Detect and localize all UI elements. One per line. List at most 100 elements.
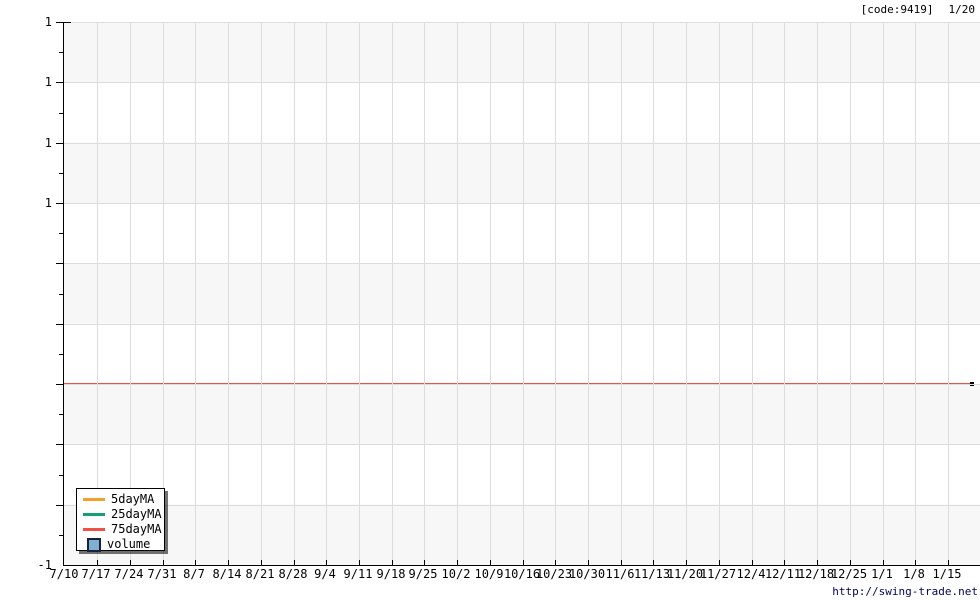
legend-line-swatch <box>83 528 105 531</box>
x-tick-label: 1/15 <box>932 567 962 581</box>
x-tick-label: 10/9 <box>474 567 504 581</box>
stock-code-label: [code:9419] <box>860 3 934 16</box>
x-tick-label: 11/6 <box>605 567 635 581</box>
x-tick <box>326 560 327 565</box>
x-tick <box>294 560 295 565</box>
v-gridline <box>588 22 589 565</box>
x-tick <box>719 560 720 565</box>
x-tick <box>948 560 949 565</box>
x-tick <box>261 560 262 565</box>
v-gridline <box>294 22 295 565</box>
y-tick-label: 1 <box>44 15 52 29</box>
v-gridline <box>850 22 851 565</box>
x-tick-label: 7/31 <box>147 567 177 581</box>
chart-date-label: 1/20 <box>948 3 976 16</box>
legend-item: 75dayMA <box>77 522 164 537</box>
legend-item: 5dayMA <box>77 492 164 507</box>
x-tick <box>359 560 360 565</box>
x-tick <box>621 560 622 565</box>
x-tick <box>752 560 753 565</box>
y-minor-tick <box>59 535 64 536</box>
x-tick-label: 11/13 <box>633 567 671 581</box>
h-gridline <box>64 384 980 385</box>
y-minor-tick <box>59 354 64 355</box>
x-tick-label: 12/18 <box>797 567 835 581</box>
x-tick <box>97 560 98 565</box>
x-tick <box>883 560 884 565</box>
legend-line-swatch <box>83 498 105 501</box>
h-gridline <box>64 444 980 445</box>
y-tick-label: 1 <box>44 196 52 210</box>
y-major-tick <box>56 444 64 445</box>
legend-volume-swatch <box>87 537 101 552</box>
v-gridline <box>621 22 622 565</box>
y-minor-tick <box>59 173 64 174</box>
x-tick-label: 8/21 <box>245 567 275 581</box>
y-tick-label: -1 <box>37 558 52 572</box>
x-tick-label: 9/25 <box>408 567 438 581</box>
y-tick-label: 1 <box>44 75 52 89</box>
plot-area <box>56 22 980 566</box>
x-tick-label: 11/20 <box>666 567 704 581</box>
x-tick <box>228 560 229 565</box>
legend-item-label: 25dayMA <box>111 507 162 521</box>
x-tick <box>163 560 164 565</box>
x-tick-label: 10/16 <box>503 567 541 581</box>
legend-box: 5dayMA 25dayMA 75dayMA volume <box>76 488 165 552</box>
v-gridline <box>261 22 262 565</box>
x-tick <box>555 560 556 565</box>
h-gridline <box>64 143 980 144</box>
h-gridline <box>64 263 980 264</box>
y-minor-tick <box>59 294 64 295</box>
v-gridline <box>326 22 327 565</box>
v-gridline <box>392 22 393 565</box>
h-gridline <box>64 203 980 204</box>
v-gridline <box>359 22 360 565</box>
x-tick-label: 7/17 <box>81 567 111 581</box>
h-gridline <box>64 82 980 83</box>
y-minor-tick <box>59 52 64 53</box>
v-gridline <box>555 22 556 565</box>
x-tick <box>130 560 131 565</box>
v-gridline <box>130 22 131 565</box>
x-tick <box>490 560 491 565</box>
x-tick-label: 7/24 <box>114 567 144 581</box>
x-tick-label: 9/18 <box>376 567 406 581</box>
x-tick <box>195 560 196 565</box>
v-gridline <box>228 22 229 565</box>
x-tick <box>915 560 916 565</box>
y-top-inner-tick <box>64 22 71 23</box>
y-major-tick <box>56 203 64 204</box>
x-tick <box>392 560 393 565</box>
legend-item-label: 75dayMA <box>111 522 162 536</box>
v-gridline <box>883 22 884 565</box>
x-tick-label: 7/10 <box>49 567 79 581</box>
x-tick-label: 10/2 <box>441 567 471 581</box>
y-minor-tick <box>59 414 64 415</box>
legend-item: 25dayMA <box>77 507 164 522</box>
h-gridline <box>64 22 980 23</box>
h-gridline <box>64 324 980 325</box>
legend-line-swatch <box>83 513 105 516</box>
y-major-tick <box>56 82 64 83</box>
x-tick-label: 10/23 <box>535 567 573 581</box>
x-tick-label: 9/11 <box>343 567 373 581</box>
y-major-tick <box>56 143 64 144</box>
y-major-tick <box>56 263 64 264</box>
y-tick-label: 1 <box>44 136 52 150</box>
x-tick <box>588 560 589 565</box>
v-gridline <box>948 22 949 565</box>
x-tick-label: 1/1 <box>871 567 893 581</box>
x-tick-label: 11/27 <box>699 567 737 581</box>
x-tick-label: 9/4 <box>314 567 336 581</box>
x-tick <box>686 560 687 565</box>
x-tick-label: 10/30 <box>568 567 606 581</box>
x-tick-label: 1/8 <box>903 567 925 581</box>
v-gridline <box>457 22 458 565</box>
legend-item-label: volume <box>107 537 151 551</box>
v-gridline <box>195 22 196 565</box>
v-gridline <box>686 22 687 565</box>
x-tick <box>424 560 425 565</box>
x-tick <box>784 560 785 565</box>
